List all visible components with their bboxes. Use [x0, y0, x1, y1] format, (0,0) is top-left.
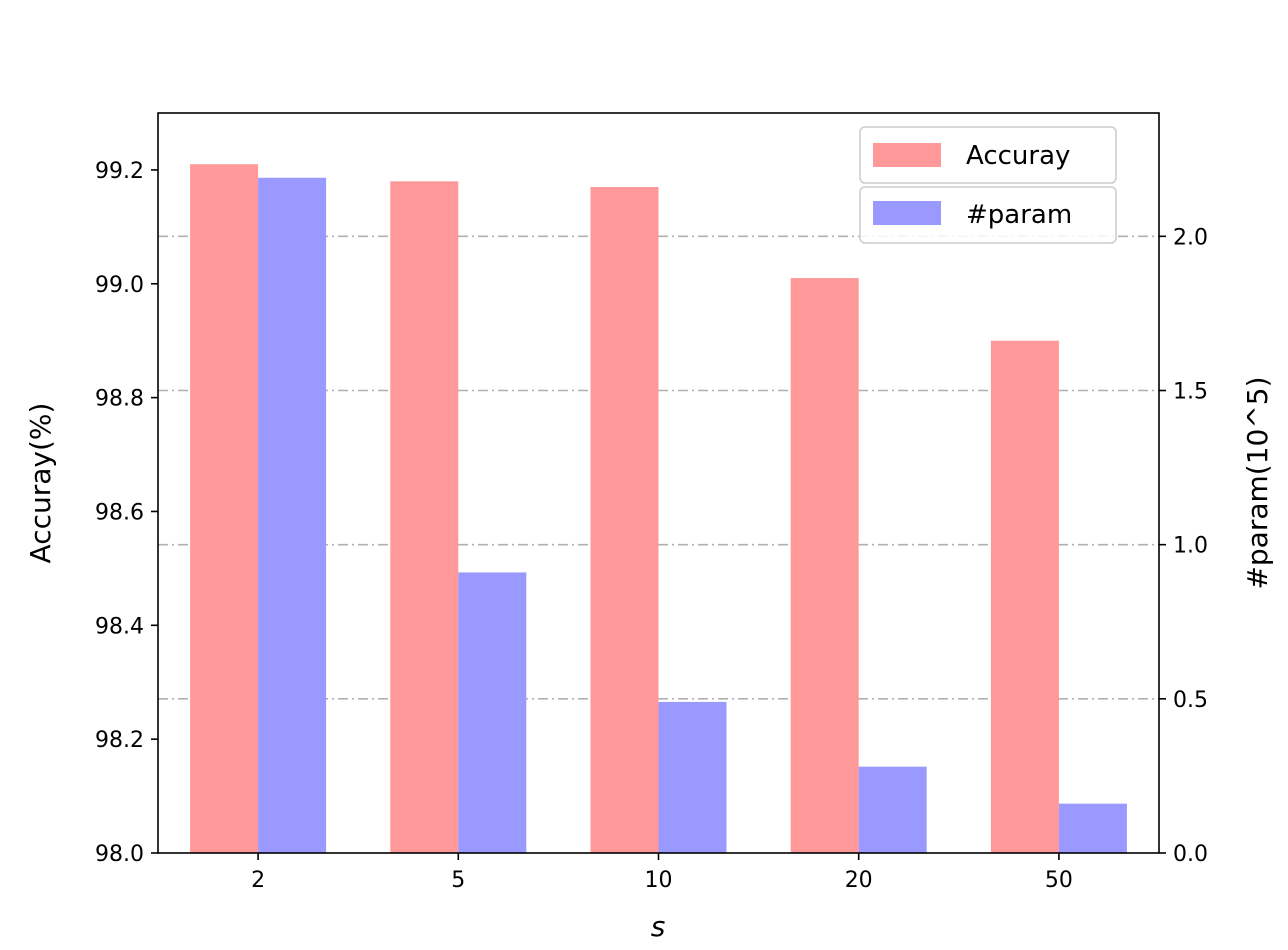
left-axis-label: Accuray(%) — [24, 403, 57, 564]
bar-param — [658, 701, 727, 853]
x-tick-label: 20 — [845, 868, 873, 893]
left-tick-label: 98.6 — [95, 500, 144, 525]
bar-accuray — [790, 278, 859, 854]
left-tick-label: 98.8 — [95, 387, 144, 412]
x-axis-label: s — [651, 910, 666, 943]
right-axis-ticks: 0.0 0.5 1.0 1.5 2.0 — [1159, 225, 1208, 867]
bar-param — [458, 572, 527, 853]
bar-accuray — [990, 340, 1059, 853]
bar-accuray — [590, 187, 659, 853]
x-tick-label: 5 — [451, 868, 465, 893]
x-axis-ticks: 2 5 10 20 50 — [251, 853, 1073, 893]
bar-accuray — [190, 164, 259, 853]
bar-accuray — [390, 181, 459, 854]
legend-box-accuray — [859, 126, 1117, 184]
left-tick-label: 98.2 — [95, 728, 144, 753]
bars — [190, 164, 1127, 854]
right-tick-label: 0.0 — [1173, 842, 1208, 867]
legend-swatch-accuray — [873, 143, 941, 167]
right-tick-label: 2.0 — [1173, 225, 1208, 250]
left-tick-label: 98.0 — [95, 842, 144, 867]
right-tick-label: 1.0 — [1173, 534, 1208, 559]
right-tick-label: 0.5 — [1173, 688, 1208, 713]
legend-label-param: #param — [966, 200, 1072, 230]
left-tick-label: 99.0 — [95, 273, 144, 298]
left-tick-label: 99.2 — [95, 159, 144, 184]
legend-label-accuray: Accuray — [966, 141, 1070, 171]
legend: Accuray #param — [859, 126, 1117, 244]
right-tick-label: 1.5 — [1173, 380, 1208, 405]
x-tick-label: 50 — [1045, 868, 1073, 893]
legend-swatch-param — [873, 201, 941, 225]
x-tick-label: 2 — [251, 868, 265, 893]
bar-param — [1058, 803, 1127, 853]
x-tick-label: 10 — [645, 868, 673, 893]
right-axis-label: #param(10^5) — [1241, 376, 1274, 589]
left-axis-ticks: 98.0 98.2 98.4 98.6 98.8 99.0 99.2 — [95, 159, 158, 867]
bar-param — [858, 766, 927, 853]
left-tick-label: 98.4 — [95, 614, 144, 639]
bar-param — [258, 177, 327, 853]
